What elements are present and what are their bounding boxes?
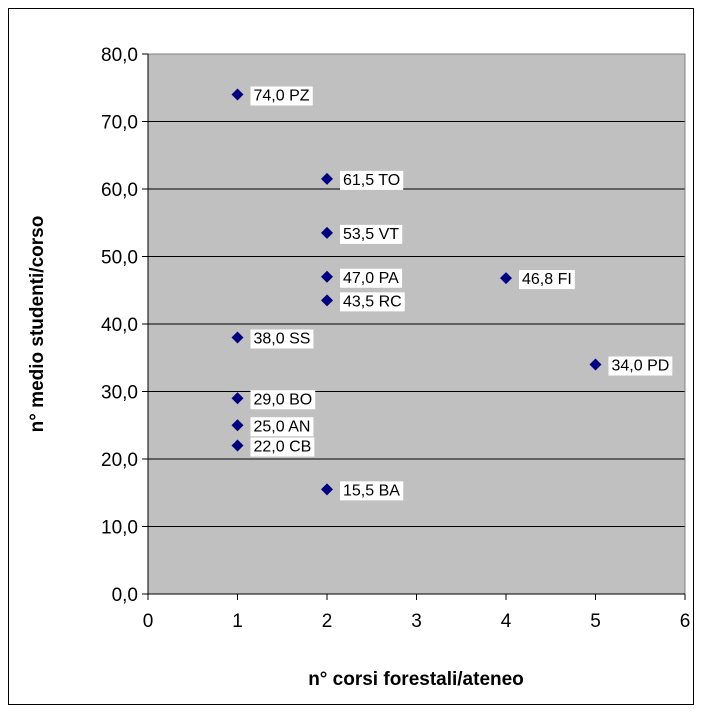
data-point — [231, 88, 244, 101]
x-tick-label: 4 — [501, 611, 512, 632]
data-point — [231, 419, 244, 432]
data-label-background — [250, 329, 314, 349]
data-point — [231, 439, 244, 452]
x-tick-label: 1 — [232, 611, 243, 632]
data-label: 47,0 PA — [343, 270, 399, 287]
y-tick-label: 10,0 — [101, 518, 138, 539]
y-tick-label: 20,0 — [101, 450, 138, 471]
data-point — [321, 294, 333, 307]
data-label-background — [250, 86, 313, 106]
x-tick-label: 0 — [143, 611, 154, 632]
y-tick-label: 30,0 — [101, 383, 138, 404]
data-label: 29,0 BO — [254, 391, 313, 408]
data-point — [500, 272, 512, 285]
data-label: 38,0 SS — [254, 331, 311, 348]
data-label-background — [250, 390, 316, 410]
y-tick-label: 40,0 — [101, 315, 138, 336]
data-label: 53,5 VT — [343, 226, 399, 243]
data-point — [321, 226, 333, 239]
data-label: 34,0 PD — [612, 358, 670, 375]
data-label: 46,8 FI — [522, 271, 572, 288]
data-point — [231, 392, 244, 405]
data-label: 43,5 RC — [343, 293, 402, 310]
y-tick-label: 60,0 — [101, 180, 138, 201]
x-tick-label: 6 — [680, 611, 691, 632]
data-point — [321, 483, 333, 496]
data-label: 25,0 AN — [254, 418, 311, 435]
data-label-background — [340, 481, 404, 501]
data-point — [589, 358, 602, 371]
data-label-background — [250, 417, 314, 437]
chart-frame: 0,0 10,0 20,0 30,0 40,0 50,0 60,0 70,0 80,0 0 1 2 3 4… — [8, 8, 694, 705]
y-axis-title: n° medio studenti/corso — [27, 216, 48, 433]
data-point — [321, 172, 333, 185]
data-label-background — [519, 270, 575, 290]
x-tick-label: 5 — [590, 611, 601, 632]
data-label-background — [340, 292, 405, 312]
data-label: 22,0 CB — [254, 439, 312, 456]
data-point — [231, 331, 244, 344]
data-point — [321, 270, 333, 283]
x-tick-label: 3 — [411, 611, 422, 632]
point-layer — [231, 88, 602, 496]
x-tick-label: 2 — [322, 611, 333, 632]
data-label-background — [608, 356, 673, 376]
data-label-background — [250, 437, 315, 457]
data-label: 61,5 TO — [343, 172, 400, 189]
label-layer: 74,0 PZ 61,5 TO 53,5 VT 47,0 PA 46,8 FI 43,5 … — [250, 86, 673, 501]
scatter-chart: 0,010,020,030,040,050,060,070,080,00 1 2 3 4… — [27, 45, 690, 690]
data-label-background — [340, 268, 403, 288]
y-tick-label: 50,0 — [101, 248, 138, 269]
data-label-background — [340, 170, 404, 190]
y-tick-label: 70,0 — [101, 113, 138, 134]
x-axis-title: n° corsi forestali/ateneo — [308, 669, 524, 690]
data-label-background — [340, 224, 403, 244]
axis-layer: 0,010,020,030,040,050,060,070,080,00 1 2 3 4… — [101, 45, 690, 632]
data-label: 74,0 PZ — [254, 88, 310, 105]
data-label: 15,5 BA — [343, 482, 400, 499]
y-tick-label: 0,0 — [112, 585, 138, 606]
y-tick-label: 80,0 — [101, 45, 138, 66]
